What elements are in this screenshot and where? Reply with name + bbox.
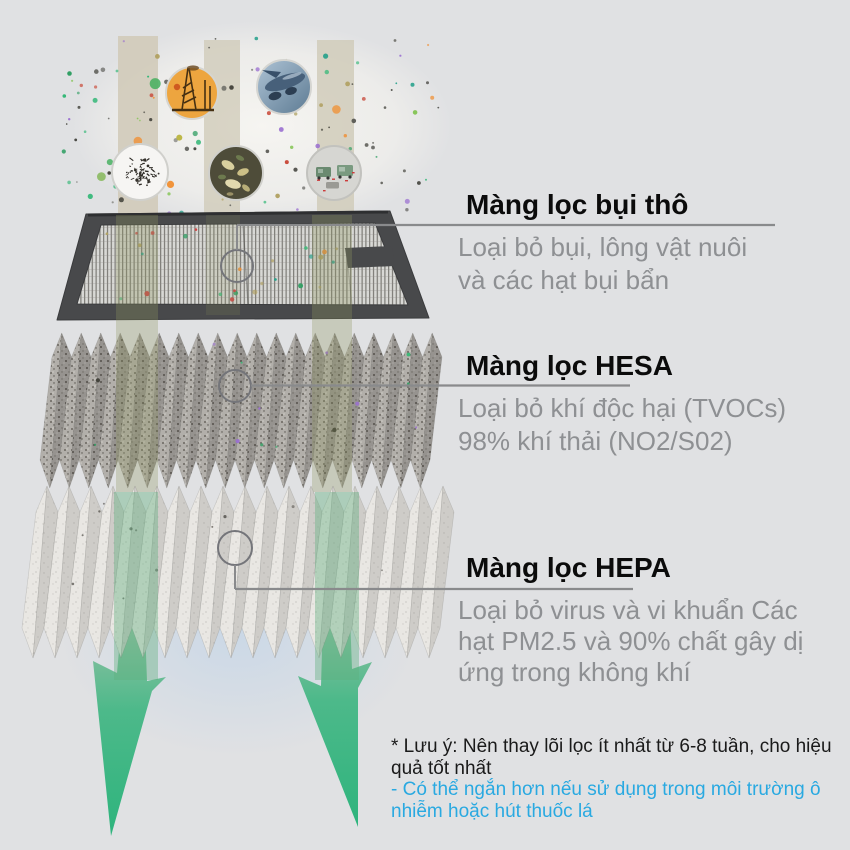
mold-bacteria-icon: [208, 145, 264, 201]
filter-frame-notch: [345, 246, 395, 268]
note-line: - Có thể ngắn hơn nếu sử dụng trong môi …: [391, 779, 821, 800]
desc-line: 98% khí thải (NO2/S02): [458, 426, 733, 456]
filter-title-hepa: Màng lọc HEPA: [466, 552, 671, 583]
annotations: [217, 223, 775, 591]
filter-desc-coarse: Loại bỏ bụi, lông vật nuôi và các hạt bụ…: [458, 231, 747, 297]
filter-title-hesa: Màng lọc HESA: [466, 350, 673, 381]
vehicle-traffic-icon: [306, 145, 362, 201]
hepa-particles: [71, 502, 383, 600]
down-arrow-left-icon: [93, 626, 166, 836]
down-arrow-right-icon: [298, 615, 372, 827]
replacement-note: * Lưu ý: Nên thay lõi lọc ít nhất từ 6-8…: [391, 736, 832, 822]
filter-desc-hepa: Loại bỏ virus và vi khuẩn Các hạt PM2.5 …: [458, 595, 803, 688]
pollution-sources: [111, 59, 362, 201]
note-line: * Lưu ý: Nên thay lõi lọc ít nhất từ 6-8…: [391, 736, 832, 757]
filter-title-coarse: Màng lọc bụi thô: [466, 189, 689, 220]
airflow-band-mid-right: [312, 215, 352, 492]
airplane-engine-icon: [256, 59, 312, 115]
airflow-band-bottom-left: [114, 492, 158, 680]
desc-line: Loại bỏ khí độc hại (TVOCs): [458, 393, 787, 423]
hesa-particles: [94, 342, 418, 448]
desc-line: hạt PM2.5 và 90% chất gây dị: [458, 626, 804, 656]
note-line: quả tốt nhất: [391, 757, 492, 779]
clean-air-arrows: [93, 615, 372, 836]
coarse-filter-graphic: [56, 210, 430, 321]
filter-desc-hesa: Loại bỏ khí độc hại (TVOCs) 98% khí thải…: [458, 392, 786, 458]
airflow-band-mid-left: [116, 215, 158, 492]
factory-smokestack-icon: [165, 65, 219, 120]
note-line: nhiễm hoặc hút thuốc lá: [391, 800, 593, 822]
desc-line: và các hạt bụi bẩn: [458, 265, 670, 295]
desc-line: ứng trong không khí: [458, 657, 691, 687]
airflow-band-bottom-right: [315, 492, 359, 680]
hesa-filter-graphic: [39, 332, 443, 489]
desc-line: Loại bỏ bụi, lông vật nuôi: [458, 232, 748, 262]
dust-hair-icon: [111, 143, 169, 201]
desc-line: Loại bỏ virus và vi khuẩn Các: [458, 595, 798, 625]
airflow-band-mid-center: [206, 215, 240, 315]
